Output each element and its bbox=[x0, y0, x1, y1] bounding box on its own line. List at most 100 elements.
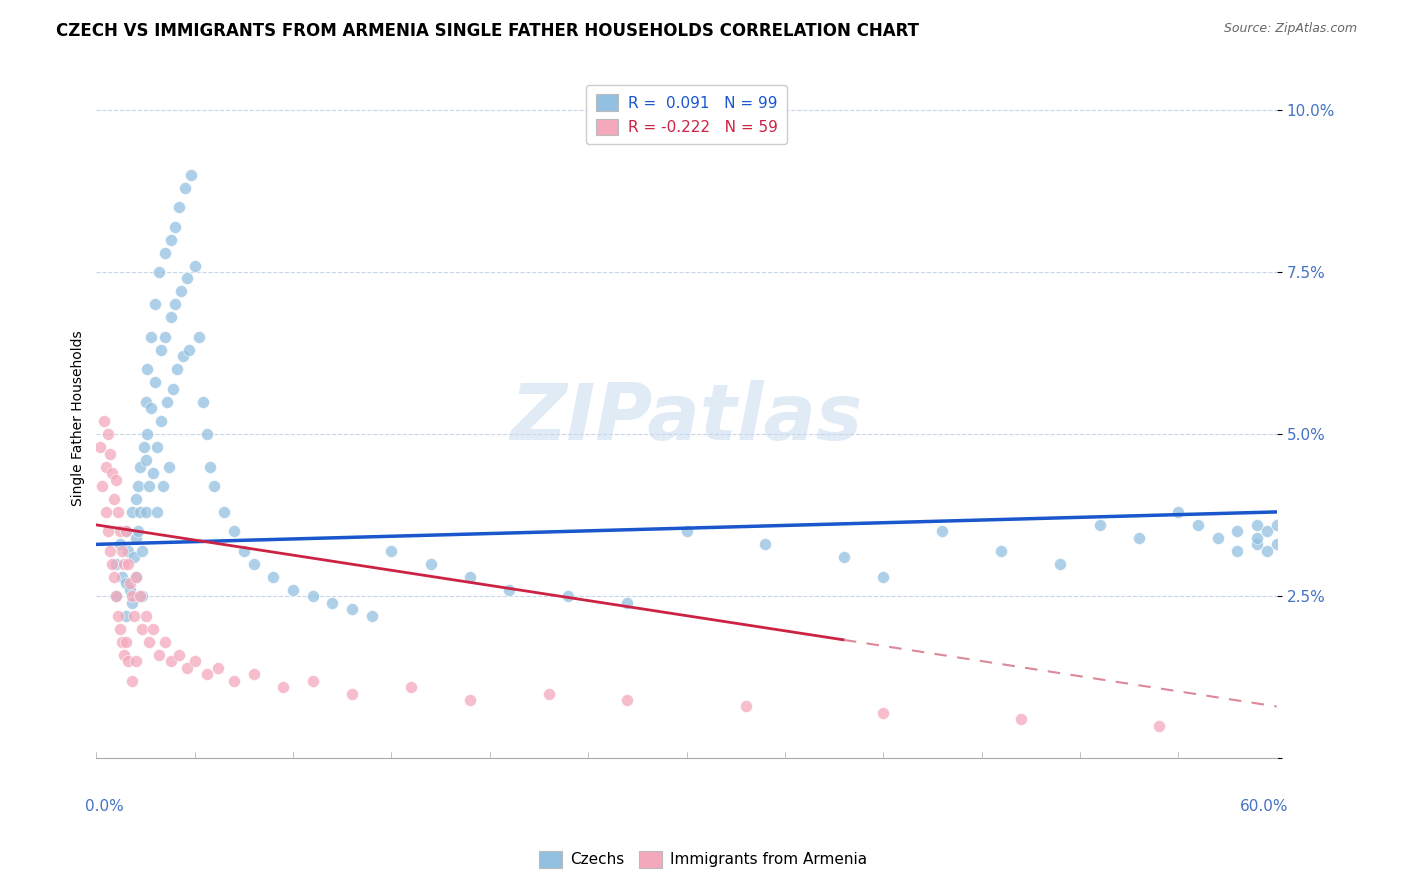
Point bbox=[93, 414, 115, 428]
Point bbox=[458, 570, 481, 584]
Point bbox=[132, 440, 155, 454]
Point bbox=[167, 648, 190, 662]
Point bbox=[301, 673, 323, 688]
Point bbox=[380, 544, 402, 558]
Point bbox=[191, 394, 214, 409]
Point bbox=[498, 582, 520, 597]
Point bbox=[340, 602, 363, 616]
Point bbox=[115, 608, 138, 623]
Point bbox=[141, 401, 163, 416]
Point bbox=[108, 524, 131, 539]
Point bbox=[145, 297, 167, 311]
Point bbox=[1265, 537, 1288, 551]
Point bbox=[125, 531, 148, 545]
Point bbox=[117, 654, 139, 668]
Point bbox=[135, 453, 157, 467]
Y-axis label: Single Father Households: Single Father Households bbox=[72, 330, 86, 506]
Point bbox=[136, 362, 159, 376]
Point bbox=[242, 557, 264, 571]
Point bbox=[360, 608, 382, 623]
Point bbox=[108, 537, 131, 551]
Point bbox=[172, 349, 194, 363]
Point bbox=[125, 570, 148, 584]
Point bbox=[1246, 537, 1268, 551]
Point bbox=[222, 524, 245, 539]
Point bbox=[136, 427, 159, 442]
Point bbox=[207, 660, 229, 674]
Point bbox=[111, 634, 134, 648]
Point bbox=[121, 589, 143, 603]
Point bbox=[96, 459, 118, 474]
Point bbox=[321, 596, 343, 610]
Point bbox=[138, 479, 160, 493]
Point bbox=[142, 466, 165, 480]
Point bbox=[103, 570, 125, 584]
Point bbox=[242, 667, 264, 681]
Point bbox=[127, 524, 149, 539]
Point bbox=[187, 330, 209, 344]
Point bbox=[212, 505, 235, 519]
Point bbox=[128, 505, 150, 519]
Point bbox=[105, 589, 128, 603]
Point bbox=[1226, 524, 1249, 539]
Point bbox=[1246, 517, 1268, 532]
Point bbox=[97, 524, 120, 539]
Point bbox=[458, 693, 481, 707]
Point bbox=[170, 285, 193, 299]
Point bbox=[105, 589, 128, 603]
Point bbox=[122, 550, 145, 565]
Legend: Czechs, Immigrants from Armenia: Czechs, Immigrants from Armenia bbox=[533, 845, 873, 873]
Point bbox=[107, 505, 129, 519]
Point bbox=[176, 660, 198, 674]
Point bbox=[145, 376, 167, 390]
Point bbox=[131, 589, 153, 603]
Point bbox=[97, 427, 120, 442]
Point bbox=[200, 459, 222, 474]
Point bbox=[163, 297, 186, 311]
Point bbox=[734, 699, 756, 714]
Point bbox=[160, 233, 183, 247]
Point bbox=[232, 544, 254, 558]
Point bbox=[872, 570, 894, 584]
Point bbox=[180, 168, 202, 182]
Point bbox=[101, 466, 124, 480]
Point bbox=[125, 491, 148, 506]
Text: 0.0%: 0.0% bbox=[84, 799, 124, 814]
Point bbox=[202, 479, 225, 493]
Point bbox=[153, 330, 176, 344]
Point bbox=[281, 582, 304, 597]
Point bbox=[153, 245, 176, 260]
Point bbox=[1256, 524, 1278, 539]
Point bbox=[537, 686, 560, 700]
Legend: R =  0.091   N = 99, R = -0.222   N = 59: R = 0.091 N = 99, R = -0.222 N = 59 bbox=[586, 85, 786, 145]
Point bbox=[271, 680, 294, 694]
Point bbox=[105, 557, 128, 571]
Point bbox=[166, 362, 188, 376]
Point bbox=[122, 608, 145, 623]
Point bbox=[115, 524, 138, 539]
Point bbox=[135, 394, 157, 409]
Point bbox=[163, 219, 186, 234]
Point bbox=[141, 330, 163, 344]
Point bbox=[138, 634, 160, 648]
Point bbox=[105, 473, 128, 487]
Point bbox=[135, 505, 157, 519]
Point bbox=[990, 544, 1012, 558]
Point bbox=[156, 394, 179, 409]
Point bbox=[177, 343, 200, 357]
Point bbox=[176, 271, 198, 285]
Point bbox=[399, 680, 422, 694]
Point bbox=[128, 589, 150, 603]
Point bbox=[115, 634, 138, 648]
Point bbox=[675, 524, 697, 539]
Point bbox=[146, 505, 169, 519]
Point bbox=[117, 557, 139, 571]
Point bbox=[150, 343, 173, 357]
Point bbox=[131, 622, 153, 636]
Point bbox=[167, 200, 190, 214]
Point bbox=[1246, 531, 1268, 545]
Point bbox=[557, 589, 579, 603]
Point bbox=[754, 537, 776, 551]
Point bbox=[152, 479, 174, 493]
Point bbox=[108, 622, 131, 636]
